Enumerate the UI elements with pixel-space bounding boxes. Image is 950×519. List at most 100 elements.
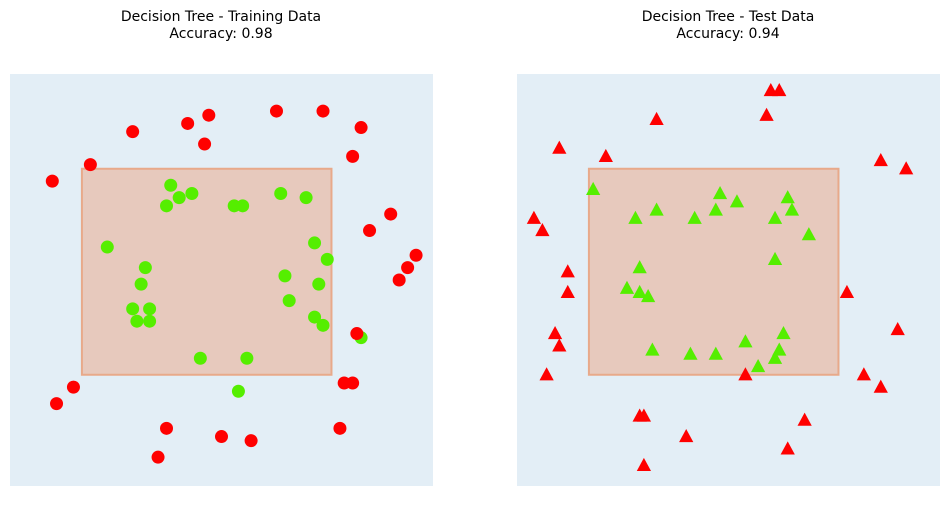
training-point-outside	[269, 104, 283, 118]
training-point-outside	[244, 434, 258, 448]
training-point-outside	[316, 104, 330, 118]
training-point-inside	[134, 277, 148, 291]
test-point-outside	[797, 412, 812, 426]
test-point-outside	[856, 367, 871, 381]
training-point-inside	[143, 314, 157, 328]
training-point-inside	[282, 294, 296, 308]
training-point-outside	[350, 327, 364, 341]
training-point-outside	[354, 121, 368, 135]
test-point-outside	[526, 210, 542, 224]
training-point-inside	[143, 302, 157, 316]
training-point-outside	[384, 207, 398, 221]
test-point-inside	[738, 334, 753, 348]
training-point-inside	[308, 236, 322, 250]
training-title: Decision Tree - Training Data	[121, 9, 321, 25]
training-decision-region	[80, 167, 333, 376]
training-point-inside	[320, 252, 334, 266]
test-point-inside	[708, 202, 723, 216]
training-point-outside	[401, 261, 415, 275]
training-point-inside	[316, 318, 330, 332]
test-point-inside	[649, 202, 664, 216]
test-accuracy: Accuracy: 0.94	[676, 26, 779, 42]
training-point-inside	[312, 277, 326, 291]
test-point-inside	[683, 346, 698, 360]
training-point-inside	[236, 199, 250, 213]
test-point-inside	[767, 251, 783, 266]
test-point-outside	[890, 321, 905, 336]
training-point-inside	[193, 351, 207, 365]
test-decision-region	[587, 167, 840, 376]
training-point-inside	[299, 191, 313, 205]
training-point-inside	[278, 269, 292, 283]
test-point-outside	[780, 441, 795, 455]
training-point-outside	[66, 380, 80, 394]
test-point-inside	[712, 185, 728, 200]
training-point-outside	[346, 149, 360, 163]
training-point-inside	[100, 240, 114, 254]
test-point-inside	[628, 210, 643, 224]
training-point-inside	[130, 314, 144, 328]
training-point-outside	[392, 273, 406, 287]
test-point-outside	[873, 379, 888, 393]
test-point-inside	[767, 350, 783, 364]
test-point-outside	[560, 284, 575, 298]
test-point-outside	[539, 367, 554, 381]
test-point-inside	[641, 288, 656, 303]
test-point-outside	[873, 153, 888, 167]
test-point-outside	[649, 111, 664, 125]
training-point-outside	[198, 137, 212, 151]
test-point-inside	[687, 210, 702, 224]
training-point-inside	[160, 199, 174, 213]
training-point-inside	[308, 310, 322, 324]
test-point-outside	[636, 408, 652, 422]
training-point-outside	[160, 421, 174, 435]
training-point-outside	[215, 430, 228, 444]
training-point-inside	[274, 186, 288, 200]
test-points	[526, 82, 914, 472]
test-point-inside	[729, 194, 745, 208]
training-point-outside	[363, 224, 377, 238]
test-point-outside	[547, 326, 563, 340]
test-point-outside	[552, 338, 567, 352]
training-point-outside	[151, 450, 165, 464]
test-point-inside	[632, 260, 647, 274]
test-point-outside	[899, 161, 914, 175]
test-point-inside	[586, 181, 601, 195]
test-point-inside	[632, 284, 647, 298]
test-point-outside	[598, 148, 613, 163]
training-point-outside	[202, 108, 216, 122]
test-point-outside	[552, 140, 567, 154]
training-point-inside	[172, 191, 186, 205]
test-point-inside	[784, 202, 800, 216]
training-point-outside	[181, 116, 195, 130]
test-panel: Decision Tree - Test Data Accuracy: 0.94	[517, 9, 940, 486]
training-point-inside	[185, 186, 199, 200]
training-point-inside	[231, 384, 245, 398]
test-point-inside	[619, 280, 635, 294]
test-point-inside	[801, 227, 816, 241]
training-panel: Decision Tree - Training Data Accuracy: …	[10, 9, 433, 486]
training-point-outside	[346, 376, 360, 390]
training-accuracy: Accuracy: 0.98	[169, 26, 272, 42]
test-point-outside	[772, 82, 787, 97]
training-points	[45, 104, 423, 464]
test-point-inside	[780, 190, 795, 204]
training-point-inside	[164, 178, 178, 192]
training-point-inside	[240, 351, 254, 365]
training-point-outside	[83, 158, 97, 172]
test-point-outside	[636, 457, 652, 472]
test-point-outside	[560, 264, 575, 278]
test-point-outside	[839, 284, 855, 298]
training-point-outside	[45, 174, 59, 188]
training-point-outside	[126, 125, 140, 139]
training-point-inside	[138, 261, 152, 275]
training-point-outside	[50, 397, 64, 411]
training-point-outside	[333, 421, 347, 435]
test-title: Decision Tree - Test Data	[642, 9, 815, 25]
test-point-inside	[767, 210, 783, 224]
test-point-inside	[750, 359, 766, 373]
test-point-outside	[679, 429, 694, 443]
training-point-inside	[126, 302, 140, 316]
test-point-outside	[535, 223, 550, 237]
